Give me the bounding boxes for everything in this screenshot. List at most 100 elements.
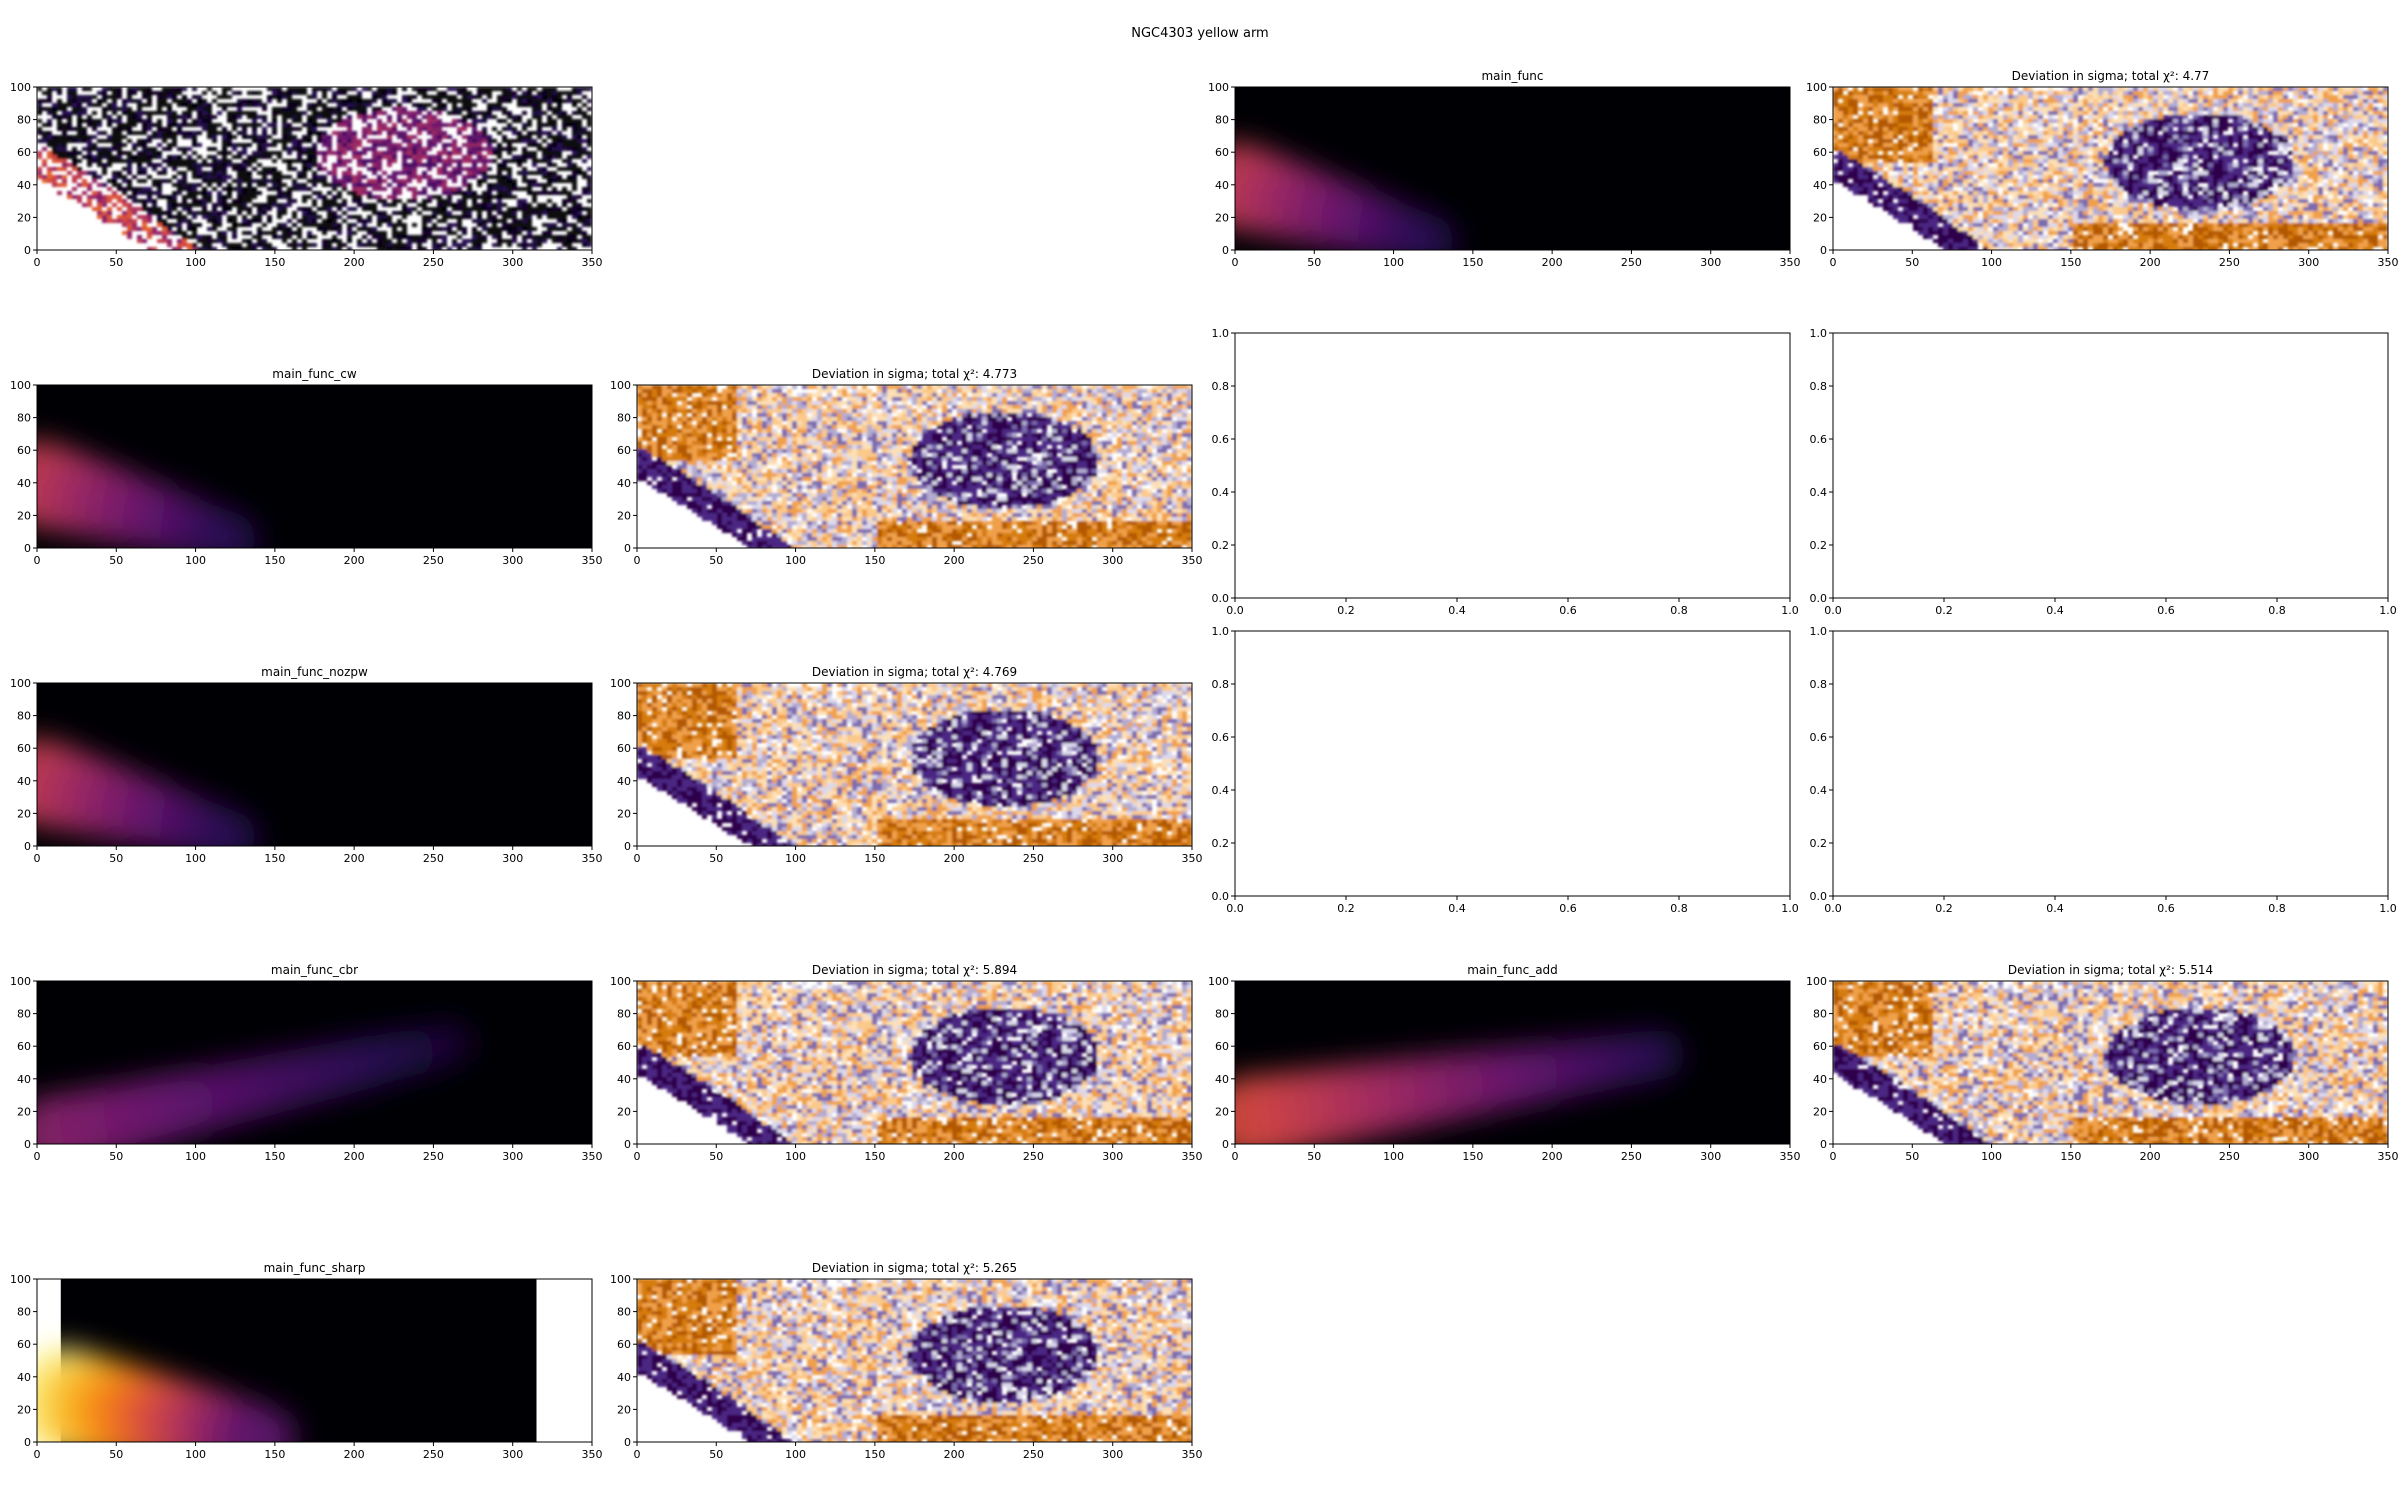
x-tick-label: 0 <box>34 554 41 567</box>
x-tick-label: 50 <box>109 1448 123 1461</box>
x-tick-label: 250 <box>1023 1448 1044 1461</box>
y-tick-label: 1.0 <box>1810 327 1828 340</box>
y-tick-label: 20 <box>17 211 31 224</box>
x-tick-label: 350 <box>582 256 603 269</box>
x-tick-label: 250 <box>423 1150 444 1163</box>
y-tick-label: 40 <box>17 477 31 490</box>
y-tick-label: 0 <box>624 840 631 853</box>
x-tick-label: 200 <box>344 1448 365 1461</box>
x-tick-label: 300 <box>502 1150 523 1163</box>
y-tick-label: 40 <box>1813 1073 1827 1086</box>
x-tick-label: 0.0 <box>1824 604 1842 617</box>
y-tick-label: 80 <box>1215 1008 1229 1021</box>
x-tick-label: 100 <box>185 852 206 865</box>
x-tick-label: 150 <box>1462 1150 1483 1163</box>
y-tick-label: 60 <box>17 146 31 159</box>
x-tick-label: 0.8 <box>1670 604 1688 617</box>
plot-area <box>37 683 592 846</box>
axes-frame <box>1234 980 1791 1145</box>
y-tick-label: 40 <box>17 775 31 788</box>
subplot-title: main_func_nozpw <box>261 665 368 679</box>
plot-area <box>637 683 1192 846</box>
x-tick-label: 100 <box>185 1448 206 1461</box>
x-tick-label: 0.2 <box>1337 604 1355 617</box>
y-tick-label: 0.8 <box>1212 380 1230 393</box>
x-tick-label: 250 <box>423 256 444 269</box>
y-tick-label: 100 <box>610 1273 631 1286</box>
axes-frame <box>636 980 1193 1145</box>
y-tick-label: 0 <box>1222 244 1229 257</box>
y-tick-label: 0.8 <box>1810 380 1828 393</box>
subplot-title: main_func_cw <box>272 367 357 381</box>
axes-frame <box>36 384 593 549</box>
y-tick-label: 0.8 <box>1810 678 1828 691</box>
subplot-p03: 0 50 100 150 200 250 300 350 0 20 40 60 80 100 Deviati… <box>1806 69 2399 269</box>
figure-title: NGC4303 yellow arm <box>1131 26 1268 41</box>
axes-frame <box>1832 332 2389 599</box>
x-tick-label: 350 <box>2378 256 2399 269</box>
y-tick-label: 0 <box>1222 1138 1229 1151</box>
x-tick-label: 300 <box>1102 554 1123 567</box>
y-tick-label: 40 <box>617 1073 631 1086</box>
plot-area <box>1833 87 2388 250</box>
x-tick-label: 150 <box>264 1150 285 1163</box>
x-tick-label: 350 <box>1780 1150 1801 1163</box>
x-tick-label: 150 <box>864 554 885 567</box>
y-tick-label: 100 <box>610 379 631 392</box>
y-tick-label: 0 <box>1820 244 1827 257</box>
y-tick-label: 0.6 <box>1212 731 1230 744</box>
y-tick-label: 80 <box>17 412 31 425</box>
axes-frame <box>36 980 593 1145</box>
x-tick-label: 300 <box>1700 256 1721 269</box>
y-tick-label: 80 <box>17 114 31 127</box>
x-tick-label: 200 <box>944 1448 965 1461</box>
y-tick-label: 60 <box>17 1338 31 1351</box>
y-tick-label: 0.2 <box>1212 837 1230 850</box>
y-tick-label: 0.0 <box>1212 890 1230 903</box>
x-tick-label: 200 <box>344 852 365 865</box>
y-tick-label: 0 <box>1820 1138 1827 1151</box>
x-tick-label: 100 <box>785 554 806 567</box>
residual-pixels <box>637 385 1192 548</box>
x-tick-label: 300 <box>2298 1150 2319 1163</box>
x-tick-label: 0.4 <box>2046 902 2064 915</box>
x-tick-label: 100 <box>1383 256 1404 269</box>
y-tick-label: 20 <box>617 1403 631 1416</box>
x-tick-label: 200 <box>1542 256 1563 269</box>
x-tick-label: 0.2 <box>1935 604 1953 617</box>
x-tick-label: 100 <box>785 852 806 865</box>
x-tick-label: 50 <box>1905 1150 1919 1163</box>
x-tick-label: 250 <box>2219 256 2240 269</box>
x-tick-label: 50 <box>709 852 723 865</box>
y-tick-label: 40 <box>1215 179 1229 192</box>
subplot-title: Deviation in sigma; total χ²: 5.894 <box>812 963 1017 977</box>
y-tick-label: 40 <box>17 1371 31 1384</box>
model-band <box>37 1020 476 1144</box>
x-tick-label: 350 <box>1780 256 1801 269</box>
y-tick-label: 1.0 <box>1212 327 1230 340</box>
x-tick-label: 300 <box>502 1448 523 1461</box>
y-tick-label: 0.2 <box>1212 539 1230 552</box>
x-tick-label: 0.2 <box>1935 902 1953 915</box>
y-tick-label: 100 <box>10 379 31 392</box>
residual-pixels <box>637 981 1192 1144</box>
y-tick-label: 0.6 <box>1810 433 1828 446</box>
x-tick-label: 1.0 <box>2379 604 2397 617</box>
y-tick-label: 20 <box>617 509 631 522</box>
subplot-title: Deviation in sigma; total χ²: 5.514 <box>2008 963 2213 977</box>
x-tick-label: 350 <box>1182 852 1203 865</box>
y-tick-label: 20 <box>1813 1105 1827 1118</box>
subplot-title: main_func_cbr <box>271 963 358 977</box>
y-tick-label: 0.4 <box>1212 486 1230 499</box>
x-tick-label: 300 <box>502 852 523 865</box>
y-tick-label: 60 <box>1215 146 1229 159</box>
x-tick-label: 200 <box>944 852 965 865</box>
x-tick-label: 250 <box>1023 554 1044 567</box>
y-tick-label: 0.2 <box>1810 539 1828 552</box>
x-tick-label: 50 <box>709 1150 723 1163</box>
x-tick-label: 250 <box>1621 256 1642 269</box>
subplot-p22: 0.0 0.2 0.4 0.6 0.8 1.0 0.0 0.2 0.4 0.6 0.8 1.0 <box>1212 625 1799 915</box>
x-tick-label: 300 <box>1102 852 1123 865</box>
x-tick-label: 0.0 <box>1226 604 1244 617</box>
plot-area <box>37 1279 537 1442</box>
